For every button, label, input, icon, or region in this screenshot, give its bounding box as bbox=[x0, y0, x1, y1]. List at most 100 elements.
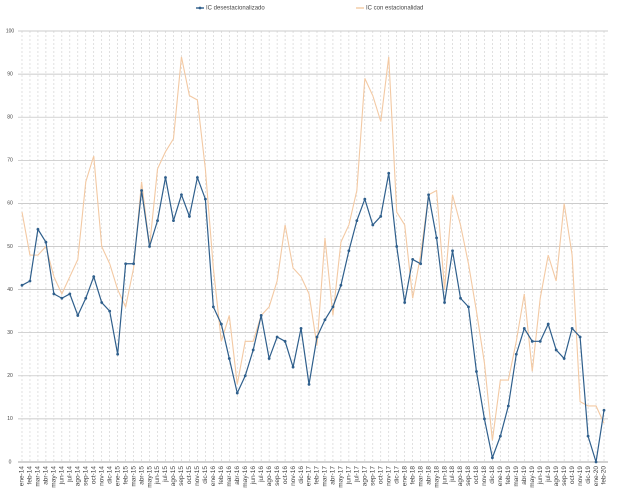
x-tick-label: abr-16 bbox=[234, 466, 241, 485]
data-point bbox=[355, 219, 359, 223]
x-tick-label: ago-14 bbox=[75, 466, 82, 487]
x-tick-label: ago-17 bbox=[362, 466, 369, 487]
data-point bbox=[538, 339, 542, 343]
x-tick-label: feb-18 bbox=[409, 466, 416, 485]
x-tick-label: abr-18 bbox=[425, 466, 432, 485]
x-tick-label: sep-16 bbox=[274, 466, 281, 486]
x-tick-label: jun-18 bbox=[441, 466, 448, 485]
y-tick-label: 60 bbox=[7, 201, 13, 207]
x-tick-label: jul-16 bbox=[258, 466, 265, 483]
data-point bbox=[203, 197, 207, 201]
x-tick-label: nov-18 bbox=[481, 466, 488, 486]
x-tick-label: ago-16 bbox=[266, 466, 273, 487]
data-point bbox=[188, 214, 191, 218]
series-line bbox=[21, 173, 605, 463]
data-point bbox=[60, 296, 64, 300]
data-point bbox=[546, 322, 550, 326]
series-line bbox=[21, 56, 605, 441]
y-tick-label: 40 bbox=[7, 287, 13, 293]
x-tick-label: dic-18 bbox=[489, 466, 496, 484]
y-tick-label: 20 bbox=[7, 373, 13, 379]
data-point bbox=[275, 335, 279, 339]
data-point bbox=[44, 240, 48, 244]
data-point bbox=[219, 322, 223, 326]
x-tick-label: ago-19 bbox=[553, 466, 560, 487]
x-tick-label: ene-19 bbox=[497, 466, 504, 487]
data-point bbox=[148, 245, 151, 248]
x-tick-label: oct-19 bbox=[569, 466, 576, 484]
data-point bbox=[68, 292, 72, 296]
x-tick-label: jul-17 bbox=[354, 466, 361, 483]
x-tick-label: oct-17 bbox=[377, 466, 384, 484]
data-point bbox=[347, 249, 351, 253]
x-tick-label: jun-16 bbox=[250, 466, 257, 485]
x-tick-label: feb-20 bbox=[601, 466, 608, 485]
data-point bbox=[602, 408, 606, 412]
data-point bbox=[395, 245, 399, 248]
data-point bbox=[427, 193, 431, 197]
x-tick-label: ene-14 bbox=[19, 466, 26, 487]
x-tick-label: dic-19 bbox=[585, 466, 592, 484]
data-point bbox=[76, 314, 80, 317]
data-point bbox=[379, 214, 383, 218]
x-tick-label: ago-18 bbox=[457, 466, 464, 487]
data-point bbox=[100, 301, 104, 304]
x-tick-label: sep-18 bbox=[465, 466, 472, 486]
legend-item: IC con estacionalidad bbox=[356, 6, 423, 12]
x-tick-label: abr-19 bbox=[521, 466, 528, 485]
legend-marker bbox=[198, 6, 202, 10]
x-tick-label: mar-18 bbox=[417, 466, 424, 487]
data-point bbox=[387, 171, 391, 175]
legend-label: IC desestacionalizado bbox=[206, 6, 265, 12]
y-tick-label: 50 bbox=[7, 244, 13, 250]
data-point bbox=[267, 357, 271, 360]
legend-item: IC desestacionalizado bbox=[196, 6, 265, 12]
data-point bbox=[140, 189, 143, 192]
data-point bbox=[132, 262, 136, 266]
y-tick-label: 80 bbox=[7, 115, 13, 121]
data-point bbox=[467, 305, 470, 309]
data-point bbox=[498, 434, 502, 438]
x-tick-label: jun-17 bbox=[346, 466, 353, 485]
data-point bbox=[403, 301, 407, 304]
x-tick-label: oct-15 bbox=[186, 466, 193, 484]
data-point bbox=[490, 456, 494, 460]
data-point bbox=[475, 370, 478, 373]
data-point bbox=[235, 391, 239, 395]
x-tick-label: jul-18 bbox=[449, 466, 456, 483]
x-tick-label: may-16 bbox=[242, 466, 249, 488]
x-tick-label: may-14 bbox=[51, 466, 58, 488]
data-point bbox=[419, 262, 423, 266]
data-point bbox=[586, 434, 590, 438]
x-tick-label: sep-17 bbox=[370, 466, 377, 486]
data-point bbox=[180, 193, 183, 197]
x-tick-label: mar-16 bbox=[226, 466, 233, 487]
data-point bbox=[578, 335, 582, 339]
x-tick-label: mar-15 bbox=[130, 466, 137, 487]
x-tick-label: ene-17 bbox=[306, 466, 313, 487]
data-point bbox=[435, 236, 438, 240]
y-tick-label: 70 bbox=[7, 158, 13, 164]
data-point bbox=[530, 339, 534, 343]
data-point bbox=[243, 374, 247, 378]
data-point bbox=[522, 326, 526, 330]
data-point bbox=[371, 223, 375, 227]
data-point bbox=[339, 283, 343, 287]
x-tick-label: oct-18 bbox=[473, 466, 480, 484]
x-tick-label: oct-14 bbox=[90, 466, 97, 484]
x-tick-label: nov-14 bbox=[98, 466, 105, 486]
x-tick-label: may-15 bbox=[146, 466, 153, 488]
x-tick-label: nov-15 bbox=[194, 466, 201, 486]
data-point bbox=[570, 326, 574, 330]
y-tick-label: 100 bbox=[6, 28, 15, 34]
x-tick-label: mar-19 bbox=[513, 466, 520, 487]
data-point bbox=[283, 339, 287, 343]
x-tick-label: jul-19 bbox=[545, 466, 552, 483]
data-point bbox=[251, 348, 255, 352]
x-tick-label: sep-14 bbox=[82, 466, 89, 486]
y-tick-label: 30 bbox=[7, 330, 13, 336]
x-tick-label: nov-16 bbox=[290, 466, 297, 486]
data-point bbox=[195, 176, 199, 179]
x-tick-label: abr-17 bbox=[330, 466, 337, 485]
